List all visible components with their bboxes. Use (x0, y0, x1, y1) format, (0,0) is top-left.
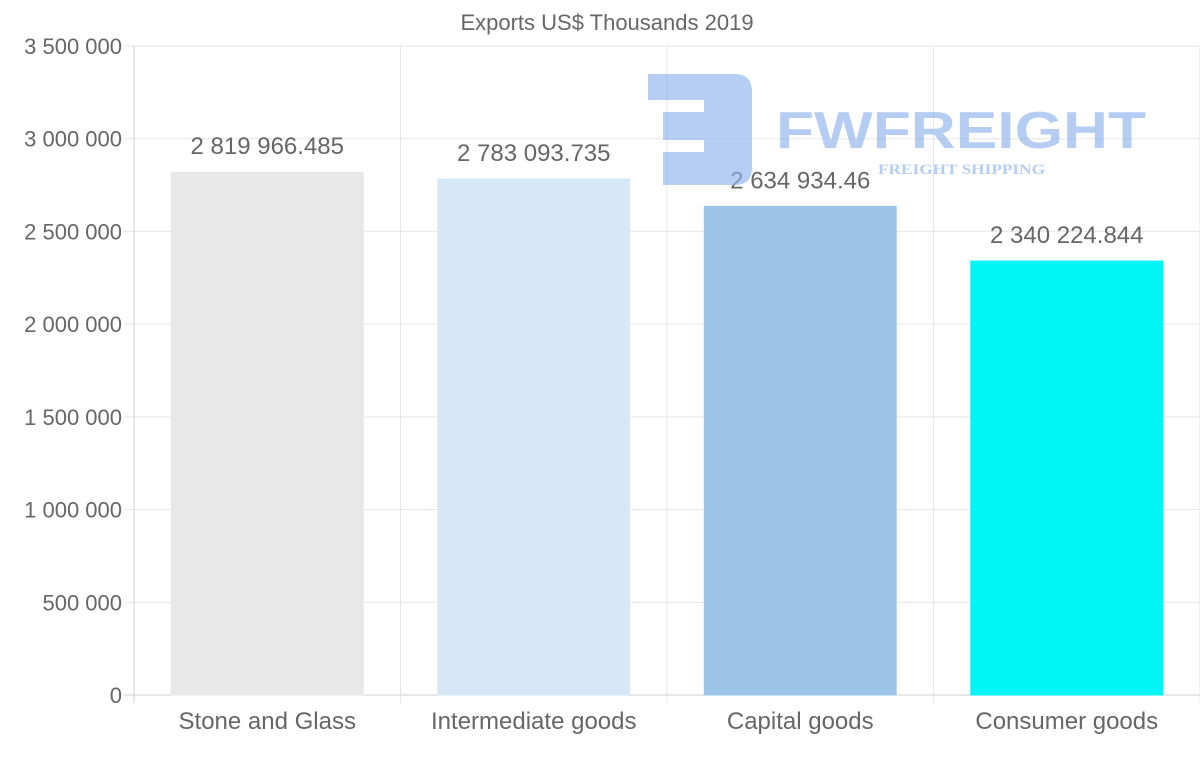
bar (170, 171, 364, 696)
x-tick-label: Intermediate goods (431, 708, 636, 735)
y-tick-label: 2 000 000 (24, 312, 122, 337)
y-tick-label: 500 000 (42, 590, 122, 615)
x-tick-label: Stone and Glass (179, 708, 356, 735)
x-tick-label: Consumer goods (975, 708, 1158, 735)
watermark-brand: FWFREIGHT (776, 102, 1146, 160)
data-label: 2 340 224.844 (990, 222, 1143, 249)
x-tick-label: Capital goods (727, 708, 874, 735)
logo-mark-icon (648, 74, 752, 185)
chart-title: Exports US$ Thousands 2019 (460, 10, 753, 35)
data-label: 2 634 934.46 (730, 167, 870, 194)
y-tick-label: 1 500 000 (24, 405, 122, 430)
y-tick-label: 1 000 000 (24, 498, 122, 523)
data-label: 2 783 093.735 (457, 140, 610, 167)
bar (437, 178, 631, 696)
y-tick-label: 3 000 000 (24, 127, 122, 152)
watermark-tagline: FREIGHT SHIPPING (878, 162, 1045, 178)
value-labels: 2 819 966.485 2 783 093.735 2 634 934.46 2 … (191, 133, 1144, 249)
bar (970, 260, 1164, 696)
y-tick-label: 0 (110, 683, 122, 708)
bar (703, 205, 897, 696)
bars (170, 171, 1164, 696)
y-tick-label: 2 500 000 (24, 219, 122, 244)
y-axis: 0 500 000 1 000 000 1 500 000 2 000 000 2 500… (24, 34, 122, 708)
x-axis: Stone and Glass Intermediate goods Capital… (179, 708, 1159, 735)
watermark-logo: FWFREIGHT FREIGHT SHIPPING (648, 74, 1146, 185)
data-label: 2 819 966.485 (191, 133, 344, 160)
y-tick-label: 3 500 000 (24, 34, 122, 59)
